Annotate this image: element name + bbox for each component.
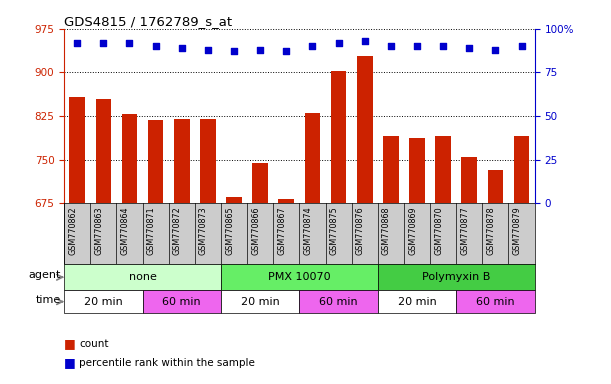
Text: time: time (36, 295, 61, 305)
Text: GSM770874: GSM770874 (304, 206, 312, 255)
Bar (357, 56, 373, 203)
Point (307, 43, 317, 49)
Bar (305, 113, 320, 203)
Text: GSM770879: GSM770879 (513, 206, 522, 255)
Text: GSM770866: GSM770866 (251, 206, 260, 255)
Point (464, 45, 474, 51)
Text: Polymyxin B: Polymyxin B (422, 272, 491, 282)
Point (491, 46, 500, 53)
Bar (279, 199, 294, 203)
Bar (514, 136, 529, 203)
Text: GSM770878: GSM770878 (486, 206, 496, 255)
Text: GSM770867: GSM770867 (277, 206, 287, 255)
Bar (383, 136, 399, 203)
Bar (221, 264, 378, 290)
Text: GDS4815 / 1762789_s_at: GDS4815 / 1762789_s_at (64, 15, 232, 28)
Point (255, 46, 265, 53)
Bar (148, 120, 164, 203)
Bar (488, 170, 503, 203)
Text: GSM770871: GSM770871 (147, 206, 156, 255)
Text: 60 min: 60 min (320, 296, 358, 307)
Bar (64, 264, 221, 290)
Text: GSM770864: GSM770864 (120, 206, 130, 255)
Bar (299, 290, 378, 313)
Text: GSM770869: GSM770869 (408, 206, 417, 255)
Text: none: none (129, 272, 156, 282)
Point (151, 43, 161, 49)
Point (386, 43, 396, 49)
Bar (409, 138, 425, 203)
Bar (456, 290, 535, 313)
Point (438, 43, 448, 49)
Point (360, 38, 370, 44)
Point (517, 43, 527, 49)
Bar (435, 136, 451, 203)
Text: percentile rank within the sample: percentile rank within the sample (79, 358, 255, 368)
Point (203, 46, 213, 53)
Bar (200, 119, 216, 203)
Text: count: count (79, 339, 109, 349)
Text: 20 min: 20 min (241, 296, 280, 307)
Text: GSM770876: GSM770876 (356, 206, 365, 255)
Bar (174, 119, 189, 203)
Bar (70, 98, 85, 203)
Text: 20 min: 20 min (84, 296, 123, 307)
Point (177, 45, 187, 51)
Text: GSM770868: GSM770868 (382, 206, 391, 255)
Text: 60 min: 60 min (476, 296, 514, 307)
Point (229, 48, 239, 55)
Text: ■: ■ (64, 337, 80, 350)
Text: GSM770865: GSM770865 (225, 206, 234, 255)
Point (412, 43, 422, 49)
Text: 20 min: 20 min (398, 296, 436, 307)
Bar (142, 290, 221, 313)
Text: agent: agent (29, 270, 61, 280)
Text: 60 min: 60 min (163, 296, 201, 307)
Bar (378, 290, 456, 313)
Bar (64, 290, 142, 313)
Text: PMX 10070: PMX 10070 (268, 272, 331, 282)
Bar (252, 163, 268, 203)
Bar (226, 197, 242, 203)
Bar (331, 71, 346, 203)
Bar (378, 264, 535, 290)
Point (125, 40, 134, 46)
Text: GSM770873: GSM770873 (199, 206, 208, 255)
Text: GSM770875: GSM770875 (329, 206, 338, 255)
Text: GSM770862: GSM770862 (68, 206, 77, 255)
Point (98, 40, 108, 46)
Bar (122, 114, 137, 203)
Point (334, 40, 343, 46)
Bar (461, 157, 477, 203)
Bar (221, 290, 299, 313)
Text: GSM770877: GSM770877 (460, 206, 469, 255)
Point (282, 48, 291, 55)
Point (72, 40, 82, 46)
Text: GSM770863: GSM770863 (94, 206, 103, 255)
Text: ■: ■ (64, 356, 80, 369)
Bar (95, 99, 111, 203)
Text: GSM770870: GSM770870 (434, 206, 443, 255)
Text: GSM770872: GSM770872 (173, 206, 182, 255)
